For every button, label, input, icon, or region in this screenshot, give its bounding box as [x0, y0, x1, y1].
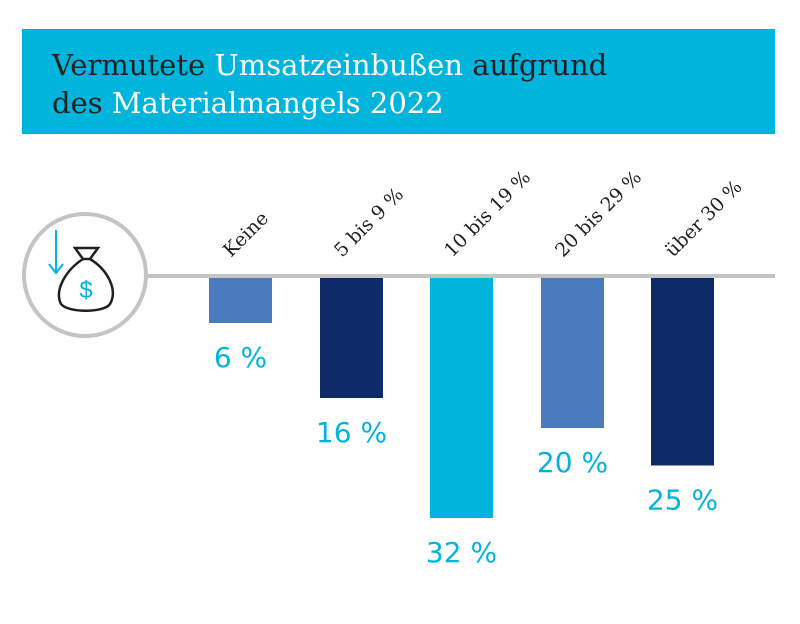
- title-dark: aufgrund: [472, 48, 608, 82]
- money-bag-down-arrow-icon: $: [22, 212, 148, 338]
- data-label: 16 %: [316, 416, 387, 449]
- svg-text:$: $: [79, 277, 92, 304]
- category-label: über 30 %: [661, 176, 747, 262]
- data-label: 6 %: [214, 341, 267, 374]
- data-label: 25 %: [647, 484, 718, 517]
- bar: [430, 278, 493, 518]
- bar: [320, 278, 383, 398]
- bar: [651, 278, 714, 466]
- title-line-2: des Materialmangels 2022: [52, 85, 444, 121]
- data-label: 32 %: [426, 536, 497, 569]
- data-label: 20 %: [537, 446, 608, 479]
- bar: [541, 278, 604, 428]
- category-label: 5 bis 9 %: [330, 184, 408, 262]
- title-light: Materialmangels 2022: [111, 86, 444, 120]
- title-line-1: Vermutete Umsatzeinbußen aufgrund: [52, 47, 607, 83]
- category-label: Keine: [219, 207, 273, 261]
- category-label: 20 bis 29 %: [551, 166, 646, 261]
- bar: [209, 278, 272, 323]
- title-dark: des: [52, 86, 103, 120]
- category-label: 10 bis 19 %: [440, 166, 535, 261]
- title-banner: Vermutete Umsatzeinbußen aufgrund des Ma…: [22, 29, 775, 134]
- title-light: Umsatzeinbußen: [214, 48, 463, 82]
- title-dark: Vermutete: [52, 48, 206, 82]
